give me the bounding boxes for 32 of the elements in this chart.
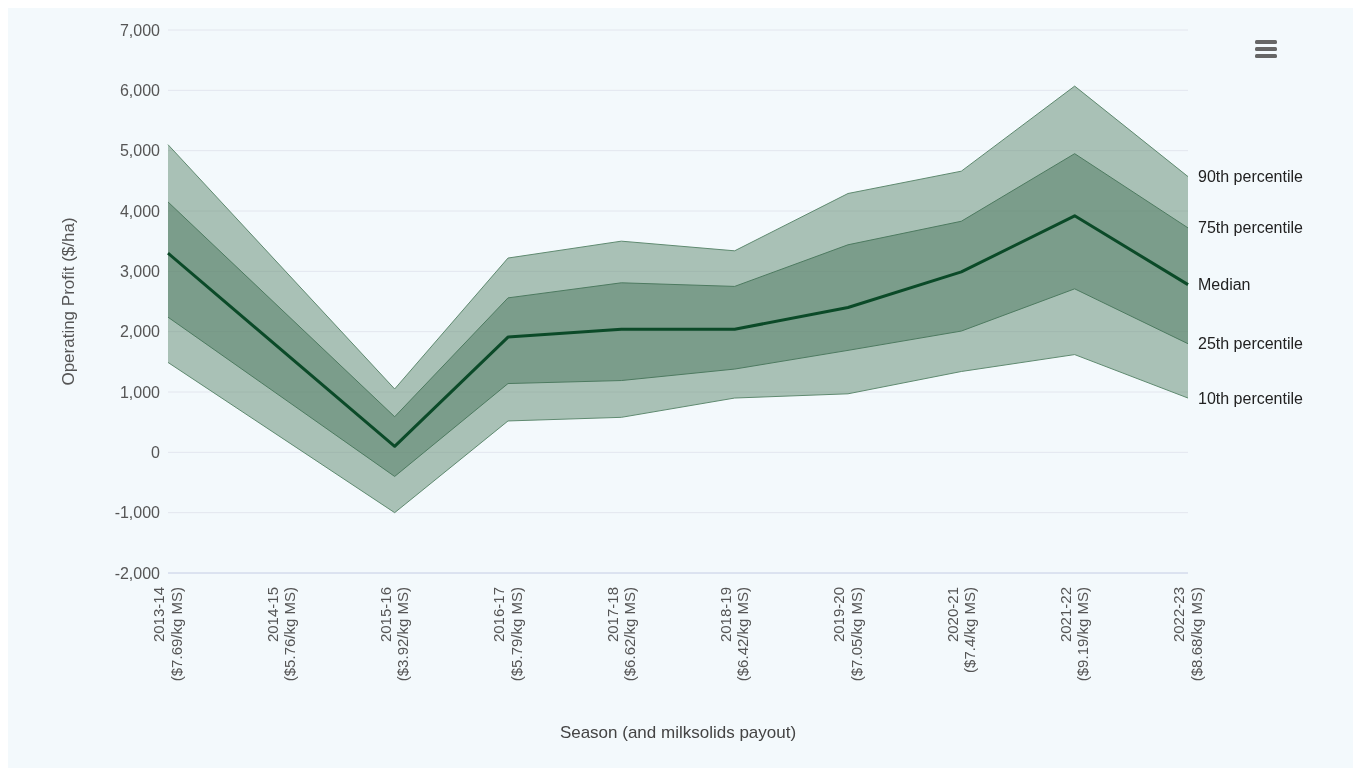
x-tick-label: 2021-22 ($9.19/kg MS) xyxy=(1056,587,1092,682)
series-label: Median xyxy=(1198,276,1251,294)
y-tick-label: 3,000 xyxy=(119,263,161,281)
x-tick-label: 2016-17 ($5.79/kg MS) xyxy=(490,587,525,682)
y-tick-label: -2,000 xyxy=(114,564,161,582)
series-label: 10th percentile xyxy=(1198,389,1304,407)
y-axis-title: Operating Profit ($/ha) xyxy=(59,217,79,386)
y-tick-label: 0 xyxy=(151,444,161,462)
series-label: 75th percentile xyxy=(1198,219,1304,237)
y-tick-label: 1,000 xyxy=(119,383,161,401)
line-series xyxy=(166,214,1190,448)
line-series xyxy=(167,153,1189,418)
line-series xyxy=(167,85,1189,390)
y-tick-label: 7,000 xyxy=(119,21,161,39)
x-tick-label: 2017-18 ($6.62/kg MS) xyxy=(603,587,638,682)
x-tick-label: 2013-14 ($7.69/kg MS) xyxy=(150,587,185,682)
y-tick-label: 2,000 xyxy=(119,323,161,341)
x-tick-label: 2022-23 ($8.68/kg MS) xyxy=(1170,587,1205,682)
y-tick-label: 4,000 xyxy=(119,202,161,220)
x-tick-label: 2014-15 ($5.76/kg MS) xyxy=(263,587,298,682)
x-tick-label: 2019-20 ($7.05/kg MS) xyxy=(830,587,865,682)
x-axis-title: Season (and milksolids payout) xyxy=(559,723,797,742)
x-tick-label: 2018-19 ($6.42/kg MS) xyxy=(716,587,752,682)
line-series xyxy=(167,354,1189,514)
y-tick-label: -1,000 xyxy=(114,504,161,522)
line-series xyxy=(167,288,1189,477)
y-tick-label: 6,000 xyxy=(119,82,161,100)
series-label: 90th percentile xyxy=(1198,168,1304,186)
x-tick-label: 2015-16 ($3.92/kg MS) xyxy=(376,587,412,682)
y-tick-label: 5,000 xyxy=(119,142,161,160)
series-label: 25th percentile xyxy=(1198,335,1304,353)
x-tick-label: 2020-21 ($7.4/kg MS) xyxy=(943,587,978,673)
